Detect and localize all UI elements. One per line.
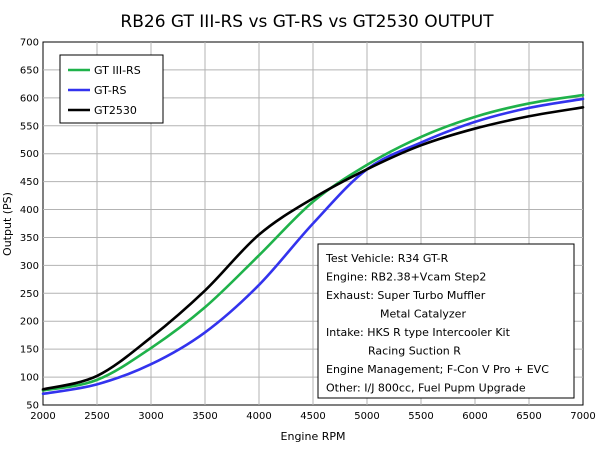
legend-label: GT-RS xyxy=(94,84,126,97)
series-line-gt2530 xyxy=(41,106,585,391)
x-tick-label: 5000 xyxy=(354,411,379,422)
y-tick-label: 450 xyxy=(20,177,39,188)
y-tick-label: 350 xyxy=(20,233,39,244)
y-tick-label: 400 xyxy=(20,205,39,216)
legend: GT III-RS GT-RS GT2530 xyxy=(59,54,164,124)
x-tick-label: 7000 xyxy=(570,411,595,422)
y-tick-label: 250 xyxy=(20,289,39,300)
y-tick-label: 200 xyxy=(20,317,39,328)
legend-label: GT2530 xyxy=(94,104,137,117)
y-tick-label: 700 xyxy=(20,38,39,49)
y-tick-label: 100 xyxy=(20,373,39,384)
y-tick-label: 600 xyxy=(20,93,39,104)
x-tick-label: 3500 xyxy=(192,411,217,422)
x-tick-label: 4000 xyxy=(246,411,271,422)
x-tick-label: 2000 xyxy=(30,411,55,422)
series-lines xyxy=(41,93,585,396)
series-line-gt-rs xyxy=(41,97,585,396)
x-axis-label: Engine RPM xyxy=(281,430,346,443)
y-tick-label: 500 xyxy=(20,149,39,160)
x-tick-label: 5500 xyxy=(408,411,433,422)
series-line-gt-iii-rs xyxy=(41,93,585,392)
info-line: Engine: RB2.38+Vcam Step2 xyxy=(326,271,486,284)
info-line: Intake: HKS R type Intercooler Kit xyxy=(326,326,511,339)
x-tick-label: 6500 xyxy=(516,411,541,422)
test-conditions-box: Test Vehicle: R34 GT-R Engine: RB2.38+Vca… xyxy=(317,243,575,399)
legend-label: GT III-RS xyxy=(94,64,141,77)
info-line: Other: I/J 800cc, Fuel Pupm Upgrade xyxy=(326,382,526,395)
x-tick-label: 4500 xyxy=(300,411,325,422)
info-line: Test Vehicle: R34 GT-R xyxy=(325,252,449,265)
x-tick-label: 3000 xyxy=(138,411,163,422)
tick-labels: 50 100 150 200 250 300 350 400 450 500 550 600 650 70… xyxy=(20,38,596,423)
chart-title: RB26 GT III-RS vs GT-RS vs GT2530 OUTPUT xyxy=(120,12,494,32)
info-line: Engine Management; F-Con V Pro + EVC xyxy=(326,363,549,376)
y-tick-label: 300 xyxy=(20,261,39,272)
y-tick-label: 550 xyxy=(20,121,39,132)
x-tick-label: 2500 xyxy=(84,411,109,422)
info-line: Metal Catalyzer xyxy=(380,308,466,321)
y-tick-label: 650 xyxy=(20,65,39,76)
info-box-frame xyxy=(317,243,575,399)
y-axis-label: Output (PS) xyxy=(1,192,14,256)
info-line: Racing Suction R xyxy=(368,345,461,358)
y-tick-label: 50 xyxy=(26,401,39,412)
y-tick-label: 150 xyxy=(20,345,39,356)
x-tick-label: 6000 xyxy=(462,411,487,422)
info-line: Exhaust: Super Turbo Muffler xyxy=(326,289,486,302)
